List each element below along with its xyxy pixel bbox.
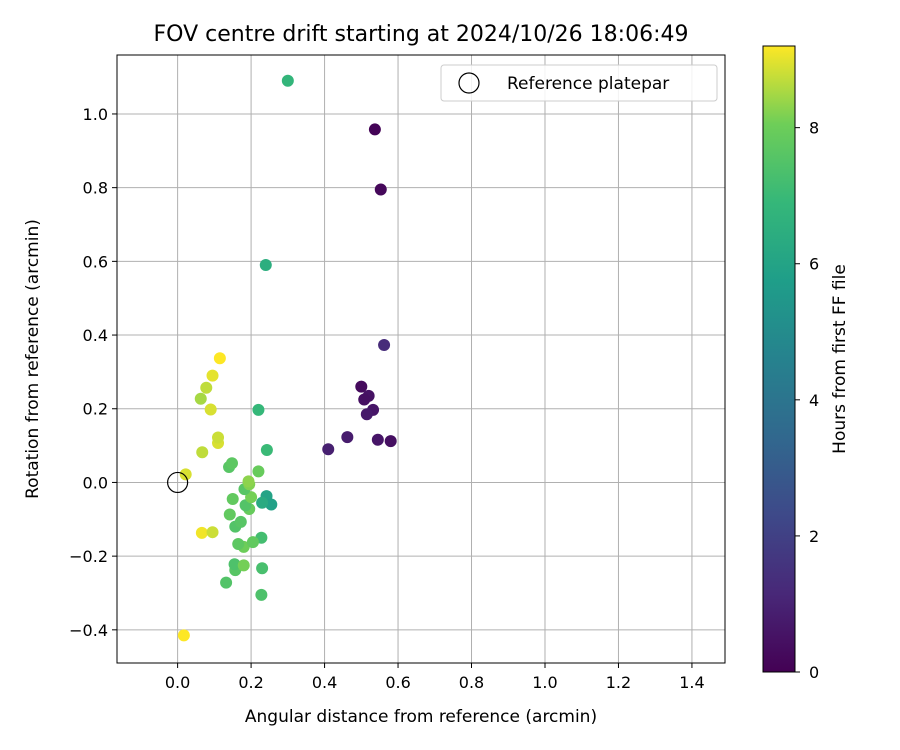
scatter-point bbox=[355, 380, 368, 393]
x-axis-ticks: 0.0 0.2 0.4 0.6 0.8 1.0 1.2 1.4 bbox=[165, 663, 705, 692]
scatter-point bbox=[242, 475, 255, 488]
scatter-point bbox=[252, 403, 265, 416]
scatter-point bbox=[232, 537, 245, 550]
grid-lines bbox=[117, 55, 725, 663]
colorbar-gradient bbox=[762, 45, 796, 673]
scatter-point bbox=[281, 74, 294, 87]
y-axis-label: Rotation from reference (arcmin) bbox=[23, 219, 43, 499]
scatter-point bbox=[260, 444, 273, 457]
scatter-point bbox=[368, 123, 381, 136]
scatter-point bbox=[256, 562, 269, 575]
scatter-point bbox=[265, 498, 278, 511]
scatter-point bbox=[228, 558, 241, 571]
chart-title: FOV centre drift starting at 2024/10/26 … bbox=[154, 22, 689, 47]
scatter-point bbox=[196, 446, 209, 459]
y-tick-label: 0.4 bbox=[83, 326, 108, 345]
legend-entry-reference: Reference platepar bbox=[507, 74, 669, 94]
colorbar-tick-label: 6 bbox=[809, 255, 819, 274]
y-tick-label: 1.0 bbox=[83, 105, 108, 124]
x-tick-label: 0.0 bbox=[165, 673, 190, 692]
scatter-point bbox=[212, 431, 225, 444]
x-tick-label: 0.6 bbox=[385, 673, 410, 692]
scatter-point bbox=[179, 468, 192, 481]
colorbar-label: Hours from first FF file bbox=[830, 264, 850, 454]
y-tick-label: 0.8 bbox=[83, 179, 108, 198]
scatter-point bbox=[177, 629, 190, 642]
scatter-point bbox=[200, 381, 213, 394]
colorbar-tick-label: 0 bbox=[809, 663, 819, 682]
colorbar-tick-label: 4 bbox=[809, 391, 819, 410]
x-tick-label: 1.2 bbox=[606, 673, 631, 692]
colorbar: 0 2 4 6 8 Hours from first FF file bbox=[762, 45, 850, 682]
x-tick-label: 0.4 bbox=[312, 673, 337, 692]
scatter-point bbox=[341, 431, 354, 444]
scatter-point bbox=[204, 403, 217, 416]
scatter-point bbox=[206, 526, 219, 539]
scatter-point bbox=[360, 408, 373, 421]
scatter-point bbox=[245, 491, 258, 504]
scatter-point bbox=[234, 515, 247, 528]
scatter-points bbox=[177, 74, 397, 642]
scatter-point bbox=[371, 433, 384, 446]
scatter-point bbox=[220, 576, 233, 589]
y-tick-label: −0.4 bbox=[69, 621, 108, 640]
colorbar-tick-label: 2 bbox=[809, 527, 819, 546]
scatter-point bbox=[255, 588, 268, 601]
legend: Reference platepar bbox=[440, 64, 718, 102]
scatter-point bbox=[195, 526, 208, 539]
scatter-point bbox=[384, 435, 397, 448]
scatter-point bbox=[206, 369, 219, 382]
plot-frame bbox=[116, 54, 726, 664]
legend-marker-icon bbox=[458, 72, 480, 94]
scatter-point bbox=[213, 352, 226, 365]
y-tick-label: −0.2 bbox=[69, 547, 108, 566]
reference-marker-group bbox=[167, 471, 189, 494]
x-axis-label: Angular distance from reference (arcmin) bbox=[245, 707, 597, 727]
y-axis-ticks: −0.4 −0.2 0.0 0.2 0.4 0.6 0.8 1.0 bbox=[69, 105, 117, 640]
x-tick-label: 1.0 bbox=[532, 673, 557, 692]
scatter-point bbox=[259, 259, 272, 272]
y-tick-label: 0.6 bbox=[83, 252, 108, 271]
scatter-point bbox=[322, 443, 335, 456]
scatter-point bbox=[225, 457, 238, 470]
colorbar-ticks: 0 2 4 6 8 bbox=[795, 119, 819, 682]
reference-point-marker bbox=[167, 471, 189, 494]
scatter-point bbox=[246, 536, 259, 549]
scatter-point bbox=[374, 183, 387, 196]
y-tick-label: 0.0 bbox=[83, 473, 108, 492]
x-tick-label: 1.4 bbox=[679, 673, 704, 692]
x-tick-label: 0.8 bbox=[459, 673, 484, 692]
colorbar-tick-label: 8 bbox=[809, 119, 819, 138]
scatter-point bbox=[226, 493, 239, 506]
x-tick-label: 0.2 bbox=[238, 673, 263, 692]
scatter-point bbox=[223, 508, 236, 521]
scatter-point bbox=[194, 392, 207, 405]
scatter-point bbox=[252, 465, 265, 478]
y-tick-label: 0.2 bbox=[83, 400, 108, 419]
legend-box bbox=[440, 64, 718, 102]
scatter-point bbox=[358, 393, 371, 406]
scatter-point bbox=[256, 496, 269, 509]
scatter-point bbox=[378, 338, 391, 351]
scatter-point bbox=[237, 559, 250, 572]
